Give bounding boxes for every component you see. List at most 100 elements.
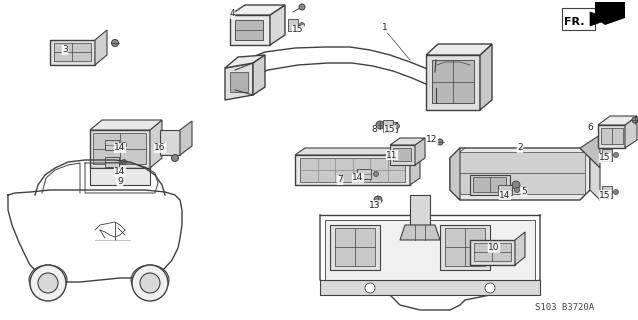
Text: 15: 15 [292, 26, 304, 35]
Polygon shape [480, 44, 492, 110]
Circle shape [614, 153, 618, 157]
Polygon shape [230, 5, 285, 15]
Bar [445, 228, 485, 266]
Circle shape [121, 159, 126, 164]
Polygon shape [95, 30, 107, 65]
Polygon shape [225, 63, 253, 100]
Text: 14: 14 [114, 143, 126, 153]
Text: FR.: FR. [564, 17, 584, 27]
Bar [432, 60, 474, 103]
Polygon shape [400, 225, 440, 240]
Circle shape [132, 265, 168, 301]
Circle shape [614, 189, 618, 195]
Polygon shape [225, 55, 265, 68]
Bar [474, 243, 511, 261]
Circle shape [121, 142, 126, 148]
Bar [601, 128, 623, 144]
Polygon shape [390, 145, 415, 165]
Text: 12: 12 [426, 135, 438, 145]
Bar [455, 152, 585, 194]
Polygon shape [160, 130, 180, 155]
Circle shape [394, 124, 399, 129]
Circle shape [374, 196, 382, 204]
Circle shape [365, 283, 375, 293]
Polygon shape [330, 225, 380, 270]
Bar [300, 158, 405, 182]
Text: 8: 8 [371, 125, 377, 134]
Polygon shape [595, 2, 625, 25]
Polygon shape [230, 15, 270, 45]
Circle shape [299, 4, 305, 10]
Text: 14: 14 [500, 190, 510, 199]
Polygon shape [450, 148, 590, 200]
Circle shape [373, 172, 378, 177]
Bar [54, 43, 91, 61]
Circle shape [437, 139, 443, 145]
Text: 14: 14 [352, 173, 364, 182]
Text: 1: 1 [382, 23, 388, 33]
Polygon shape [426, 55, 480, 110]
Bar [105, 140, 119, 150]
Text: 15: 15 [599, 190, 611, 199]
Circle shape [512, 181, 520, 189]
Circle shape [299, 22, 304, 28]
Bar [105, 157, 119, 167]
Circle shape [140, 273, 160, 293]
Polygon shape [598, 125, 625, 148]
Polygon shape [270, 5, 285, 45]
Polygon shape [625, 116, 637, 148]
Polygon shape [288, 19, 298, 31]
Circle shape [112, 39, 119, 46]
Text: 15: 15 [599, 154, 611, 163]
Bar [387, 122, 397, 132]
Polygon shape [50, 40, 95, 65]
Polygon shape [295, 148, 420, 155]
Circle shape [30, 265, 66, 301]
Text: 13: 13 [369, 201, 381, 210]
Bar [235, 20, 263, 40]
Text: 9: 9 [117, 178, 123, 187]
Polygon shape [410, 195, 430, 225]
Text: 5: 5 [521, 188, 527, 196]
Circle shape [485, 283, 495, 293]
Circle shape [632, 117, 638, 123]
Text: 7: 7 [337, 175, 343, 185]
Text: 11: 11 [386, 150, 397, 159]
Polygon shape [415, 138, 425, 165]
Circle shape [376, 121, 384, 129]
Text: 3: 3 [62, 45, 68, 54]
Polygon shape [590, 158, 600, 200]
Polygon shape [180, 121, 192, 155]
Text: 10: 10 [488, 244, 500, 252]
Polygon shape [580, 135, 600, 168]
Polygon shape [410, 148, 420, 185]
Polygon shape [470, 175, 510, 195]
Polygon shape [515, 232, 525, 265]
Polygon shape [390, 138, 425, 145]
Text: S103 B3720A: S103 B3720A [535, 303, 594, 313]
Polygon shape [90, 120, 162, 130]
Bar [93, 133, 146, 164]
Polygon shape [295, 155, 410, 185]
Polygon shape [150, 120, 162, 168]
Polygon shape [235, 67, 248, 90]
Text: 16: 16 [154, 143, 166, 153]
Text: 6: 6 [587, 124, 593, 132]
Text: 15: 15 [384, 125, 396, 134]
Circle shape [172, 155, 179, 162]
Bar [498, 185, 512, 195]
Polygon shape [562, 8, 595, 30]
Polygon shape [440, 225, 490, 270]
Bar [393, 148, 411, 161]
Bar [230, 72, 248, 92]
Bar [335, 228, 375, 266]
Polygon shape [253, 55, 265, 95]
Bar [473, 177, 506, 192]
Text: 2: 2 [517, 143, 523, 153]
Text: 14: 14 [114, 167, 126, 177]
Polygon shape [602, 149, 612, 161]
Polygon shape [90, 168, 150, 185]
Polygon shape [383, 120, 393, 132]
Polygon shape [602, 186, 612, 198]
Polygon shape [590, 12, 610, 26]
